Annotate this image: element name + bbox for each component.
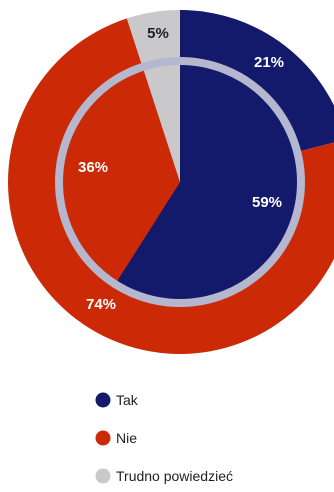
legend-item-tak: Tak [95, 392, 139, 408]
inner-pie [58, 61, 302, 303]
inner-slice-trudno [142, 61, 180, 182]
outer-label-trudno: 5% [147, 25, 169, 42]
legend-label-nie: Nie [116, 430, 137, 446]
legend-label-trudno: Trudno powiedzieć [116, 468, 233, 484]
legend: Tak Nie Trudno powiedzieć [95, 392, 233, 484]
legend-marker-tak [95, 392, 111, 408]
separator-ring [55, 57, 305, 307]
legend-label-tak: Tak [116, 392, 139, 408]
inner-slice-nie [58, 66, 180, 285]
legend-marker-nie [95, 430, 111, 446]
legend-marker-trudno [95, 468, 111, 484]
inner-slice-tak [115, 61, 302, 303]
inner-label-nie: 36% [78, 159, 108, 176]
legend-item-trudno: Trudno powiedzieć [95, 468, 233, 484]
legend-item-nie: Nie [95, 430, 137, 446]
outer-label-nie: 74% [86, 296, 116, 313]
outer-label-tak: 21% [254, 54, 284, 71]
inner-label-tak: 59% [252, 194, 282, 211]
